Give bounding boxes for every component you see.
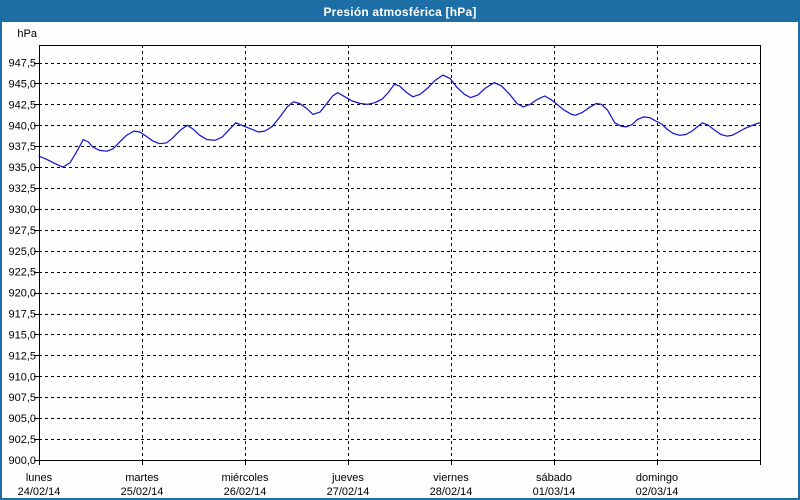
x-axis-day-label: viernes [433, 472, 469, 484]
y-tick-label: 935,0 [8, 162, 36, 174]
y-tick-label: 905,0 [8, 413, 36, 425]
pressure-line [38, 74, 761, 168]
y-tick-label: 907,5 [8, 392, 36, 404]
pressure-chart: 900,0 902,5 905,0 907,5 910,0 912,5 915,0 917,5… [8, 28, 761, 498]
x-axis-date-label: 26/02/14 [224, 486, 267, 498]
y-tick-label: 930,0 [8, 204, 36, 216]
y-axis-unit-label: hPa [17, 28, 37, 40]
x-axis-date-label: 25/02/14 [121, 486, 164, 498]
x-axis-day-label: lunes [26, 472, 53, 484]
y-tick-label: 902,5 [8, 434, 36, 446]
x-axis-day-label: domingo [636, 472, 678, 484]
y-tick-label: 917,5 [8, 309, 36, 321]
x-axis-day-label: martes [125, 472, 159, 484]
x-axis-day-label: jueves [331, 472, 364, 484]
y-tick-label: 922,5 [8, 267, 36, 279]
y-tick-label: 932,5 [8, 183, 36, 195]
x-axis-day-label: sábado [536, 472, 572, 484]
y-tick-label: 900,0 [8, 455, 36, 467]
y-tick-label: 947,5 [8, 58, 36, 70]
plot-frame [39, 45, 761, 461]
y-tick-label: 940,0 [8, 120, 36, 132]
y-tick-label: 910,0 [8, 371, 36, 383]
x-axis-date-label: 02/03/14 [636, 486, 679, 498]
title-bar: Presión atmosférica [hPa] [2, 2, 798, 22]
y-tick-label: 927,5 [8, 225, 36, 237]
y-tick-label: 937,5 [8, 141, 36, 153]
y-tick-label: 925,0 [8, 246, 36, 258]
y-tick-label: 912,5 [8, 350, 36, 362]
y-tick-label: 915,0 [8, 329, 36, 341]
x-axis-date-label: 01/03/14 [533, 486, 576, 498]
x-axis-date-label: 24/02/14 [18, 486, 61, 498]
y-tick-label: 920,0 [8, 288, 36, 300]
x-axis-day-label: miércoles [221, 472, 269, 484]
chart-title: Presión atmosférica [hPa] [323, 5, 477, 19]
y-tick-label: 945,0 [8, 78, 36, 90]
x-axis-date-label: 27/02/14 [327, 486, 370, 498]
x-axis-date-label: 28/02/14 [430, 486, 473, 498]
y-tick-label: 942,5 [8, 99, 36, 111]
